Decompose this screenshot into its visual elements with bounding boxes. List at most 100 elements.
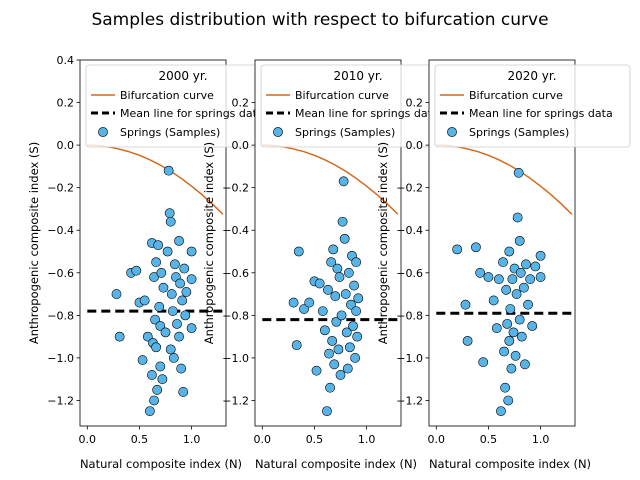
y-tick-label: 0.0 bbox=[406, 139, 424, 152]
legend-point-swatch bbox=[447, 127, 457, 137]
data-point bbox=[314, 278, 325, 289]
data-point bbox=[326, 257, 337, 268]
data-point bbox=[333, 344, 344, 355]
data-point bbox=[503, 395, 514, 406]
data-point bbox=[331, 316, 342, 327]
data-point bbox=[304, 297, 315, 308]
x-axis-label: Natural composite index (N) bbox=[429, 457, 591, 471]
data-point bbox=[172, 318, 182, 329]
y-tick-label: 0.2 bbox=[232, 97, 250, 110]
data-point bbox=[475, 267, 485, 278]
legend-point-label: Springs (Samples) bbox=[120, 126, 220, 139]
legend-curve-label: Bifurcation curve bbox=[295, 89, 389, 102]
data-point bbox=[139, 295, 150, 306]
panels: 0.4 0.2 0.0 −0.2 −0.4 −0.6 −0.8 −1.0 −1.2 0.0 0.5 1… bbox=[27, 54, 631, 471]
data-point bbox=[514, 235, 525, 246]
y-tick-label: −0.2 bbox=[222, 182, 249, 195]
data-point bbox=[336, 310, 347, 321]
data-point bbox=[168, 353, 179, 363]
data-point bbox=[510, 350, 521, 361]
data-point bbox=[153, 240, 164, 251]
data-point bbox=[149, 272, 159, 282]
data-point bbox=[351, 306, 362, 316]
figure-suptitle: Samples distribution with respect to bif… bbox=[91, 10, 548, 30]
data-point bbox=[322, 406, 332, 417]
data-point bbox=[163, 165, 174, 176]
legend-point-label: Springs (Samples) bbox=[295, 126, 395, 139]
data-point bbox=[169, 259, 180, 270]
data-point bbox=[349, 280, 359, 291]
data-point bbox=[514, 314, 525, 325]
x-tick-label: 1.0 bbox=[358, 433, 376, 446]
data-point bbox=[167, 306, 178, 316]
x-tick-label: 0.5 bbox=[480, 433, 498, 446]
data-point bbox=[155, 321, 166, 331]
data-point bbox=[137, 355, 148, 365]
data-point bbox=[498, 257, 508, 268]
data-point bbox=[175, 278, 186, 289]
data-point bbox=[504, 335, 515, 346]
data-point bbox=[342, 363, 353, 374]
y-tick-label: −0.2 bbox=[47, 182, 74, 195]
data-point bbox=[491, 323, 502, 334]
data-point bbox=[142, 331, 153, 342]
data-point bbox=[324, 348, 334, 359]
data-point bbox=[343, 267, 354, 278]
data-point bbox=[520, 359, 530, 370]
data-point bbox=[156, 267, 167, 278]
data-point bbox=[351, 257, 362, 268]
data-point bbox=[157, 374, 168, 385]
legend-title: 2000 yr. bbox=[158, 69, 207, 83]
data-point bbox=[350, 353, 361, 363]
y-tick-label: −0.6 bbox=[47, 267, 74, 280]
data-point bbox=[496, 406, 506, 417]
data-point bbox=[507, 274, 518, 285]
data-point bbox=[158, 282, 169, 293]
axes-frame bbox=[428, 59, 576, 427]
data-point bbox=[500, 382, 511, 393]
plot-content bbox=[262, 144, 399, 417]
data-point bbox=[462, 335, 473, 346]
data-point bbox=[166, 289, 177, 299]
data-point bbox=[114, 331, 125, 342]
data-point bbox=[511, 289, 522, 299]
data-point bbox=[164, 208, 175, 219]
y-tick-label: 0.2 bbox=[57, 97, 75, 110]
data-point bbox=[471, 242, 481, 253]
data-point bbox=[506, 363, 517, 374]
data-point bbox=[174, 331, 184, 342]
y-tick-label: −0.8 bbox=[396, 309, 423, 322]
data-point bbox=[180, 310, 191, 321]
y-tick-label: −1.2 bbox=[222, 394, 249, 407]
data-point bbox=[493, 274, 504, 285]
data-point bbox=[525, 274, 536, 285]
plot-content bbox=[87, 144, 224, 417]
data-point bbox=[344, 342, 355, 353]
data-point bbox=[162, 246, 173, 257]
data-point bbox=[339, 233, 350, 244]
data-point bbox=[346, 299, 356, 310]
data-point bbox=[151, 342, 162, 353]
y-tick-label: −0.4 bbox=[47, 224, 74, 237]
data-point bbox=[516, 331, 527, 342]
legend-mean-label: Mean line for springs data bbox=[469, 107, 613, 120]
data-point bbox=[144, 406, 155, 417]
y-axis-label: Anthropogenic composite index (S) bbox=[202, 142, 216, 344]
data-point bbox=[299, 304, 309, 314]
y-tick-label: −1.2 bbox=[396, 394, 423, 407]
panel-1: 0.4 0.2 0.0 −0.2 −0.4 −0.6 −0.8 −1.0 −1.2 0.0 0.5 1… bbox=[27, 54, 282, 471]
data-point bbox=[160, 327, 171, 338]
data-point bbox=[504, 246, 515, 257]
legend-box bbox=[434, 64, 631, 148]
x-tick-label: 0.5 bbox=[306, 433, 324, 446]
data-point bbox=[340, 289, 351, 299]
data-point bbox=[149, 395, 159, 406]
legend-point-swatch bbox=[98, 127, 108, 137]
y-tick-label: −0.4 bbox=[396, 224, 423, 237]
data-point bbox=[535, 272, 546, 282]
y-axis-label: Anthropogenic composite index (S) bbox=[27, 142, 41, 344]
springs-points bbox=[288, 176, 364, 417]
data-point bbox=[155, 361, 166, 372]
data-point bbox=[165, 216, 176, 227]
